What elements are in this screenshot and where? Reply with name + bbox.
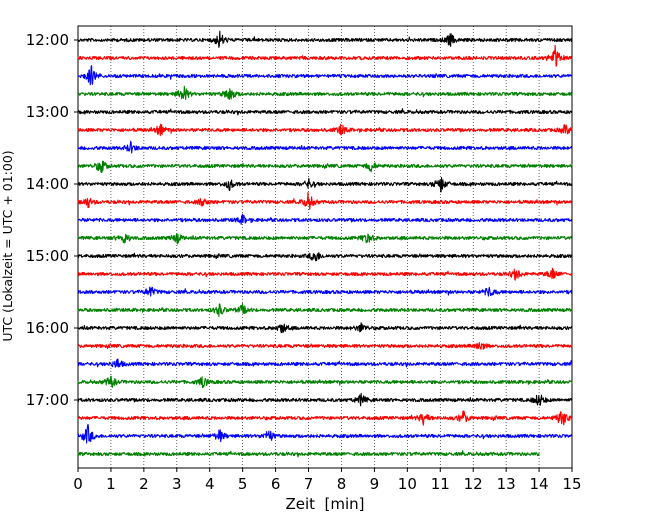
seismogram-trace <box>77 123 573 137</box>
x-tick-label: 13 <box>497 475 516 493</box>
seismogram-trace <box>77 30 573 48</box>
x-tick-label: 14 <box>530 475 549 493</box>
seismogram-trace <box>77 302 573 317</box>
seismogram-trace <box>77 85 573 101</box>
y-tick-label: 15:00 <box>26 247 69 265</box>
y-tick-label: 14:00 <box>26 175 69 193</box>
x-tick-label: 5 <box>238 475 248 493</box>
seismogram-trace <box>77 450 540 458</box>
y-tick-label: 16:00 <box>26 319 69 337</box>
x-tick-label: 3 <box>172 475 182 493</box>
y-tick-label: 17:00 <box>26 391 69 409</box>
seismogram-trace <box>77 65 573 86</box>
seismogram-trace <box>77 392 573 407</box>
y-tick-label: 13:00 <box>26 103 69 121</box>
x-tick-label: 0 <box>73 475 83 493</box>
seismogram-trace <box>77 322 573 334</box>
seismogram-trace <box>77 108 573 116</box>
seismogram-traces <box>77 30 573 458</box>
seismogram-trace <box>77 176 573 193</box>
x-tick-label: 15 <box>562 475 581 493</box>
seismogram-trace <box>77 44 573 67</box>
plot-area-frame <box>77 25 573 469</box>
x-tick-label: 12 <box>464 475 483 493</box>
x-tick-label: 7 <box>304 475 314 493</box>
seismogram-trace <box>77 140 573 154</box>
x-tick-label: 1 <box>106 475 116 493</box>
x-tick-label: 11 <box>431 475 450 493</box>
x-tick-label: 10 <box>398 475 417 493</box>
x-tick-label: 6 <box>271 475 281 493</box>
seismogram-trace <box>77 358 573 368</box>
seismogram-trace <box>77 423 573 444</box>
x-tick-label: 9 <box>370 475 380 493</box>
y-axis-ticks: 12:00 13:00 14:00 15:00 16:00 17:00 <box>26 31 78 409</box>
y-axis-label: UTC (Lokalzeit = UTC + 01:00) <box>0 150 15 341</box>
seismogram-trace <box>77 160 573 173</box>
seismogram-trace <box>77 232 573 245</box>
x-tick-label: 8 <box>337 475 347 493</box>
seismogram-trace <box>77 252 573 262</box>
x-tick-label: 2 <box>139 475 149 493</box>
x-axis-label: Zeit [min] <box>285 495 364 513</box>
x-tick-label: 4 <box>205 475 215 493</box>
seismogram-trace <box>77 286 573 297</box>
seismogram-trace <box>77 213 573 225</box>
x-axis-ticks: 0 1 2 3 4 5 6 7 8 9 10 11 12 13 14 15 <box>73 468 582 493</box>
seismogram-trace <box>77 267 573 281</box>
seismogram-trace <box>77 410 573 426</box>
seismogram-trace <box>77 191 573 210</box>
seismogram-trace <box>77 375 573 389</box>
y-tick-label: 12:00 <box>26 31 69 49</box>
seismogram-trace <box>77 341 573 350</box>
